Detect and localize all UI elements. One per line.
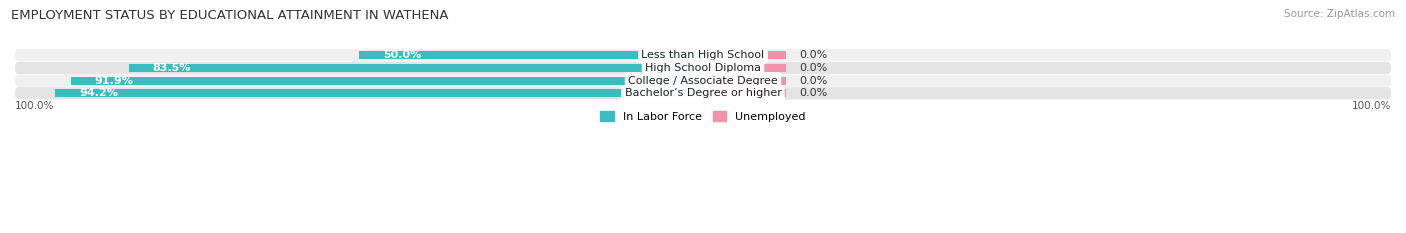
Bar	[55, 89, 703, 97]
Text: 100.0%: 100.0%	[1351, 102, 1391, 112]
Text: 91.9%: 91.9%	[94, 75, 134, 86]
FancyBboxPatch shape	[15, 62, 1391, 74]
Text: 0.0%: 0.0%	[800, 50, 828, 60]
FancyBboxPatch shape	[15, 87, 1391, 99]
FancyBboxPatch shape	[15, 75, 1391, 87]
Bar	[359, 51, 703, 59]
Text: 0.0%: 0.0%	[800, 63, 828, 73]
Text: 83.5%: 83.5%	[153, 63, 191, 73]
Text: 50.0%: 50.0%	[382, 50, 422, 60]
Text: Source: ZipAtlas.com: Source: ZipAtlas.com	[1284, 9, 1395, 19]
Text: 0.0%: 0.0%	[800, 88, 828, 98]
Bar	[70, 77, 703, 85]
Text: 0.0%: 0.0%	[800, 75, 828, 86]
Text: 100.0%: 100.0%	[15, 102, 55, 112]
Bar	[703, 89, 786, 97]
Legend: In Labor Force, Unemployed: In Labor Force, Unemployed	[596, 107, 810, 126]
Bar	[128, 64, 703, 72]
Text: High School Diploma: High School Diploma	[645, 63, 761, 73]
Bar	[703, 77, 786, 85]
Text: 94.2%: 94.2%	[79, 88, 118, 98]
Text: Less than High School: Less than High School	[641, 50, 765, 60]
Text: Bachelor’s Degree or higher: Bachelor’s Degree or higher	[624, 88, 782, 98]
FancyBboxPatch shape	[15, 49, 1391, 61]
Text: College / Associate Degree: College / Associate Degree	[628, 75, 778, 86]
Text: EMPLOYMENT STATUS BY EDUCATIONAL ATTAINMENT IN WATHENA: EMPLOYMENT STATUS BY EDUCATIONAL ATTAINM…	[11, 9, 449, 22]
Bar	[703, 51, 786, 59]
Bar	[703, 64, 786, 72]
